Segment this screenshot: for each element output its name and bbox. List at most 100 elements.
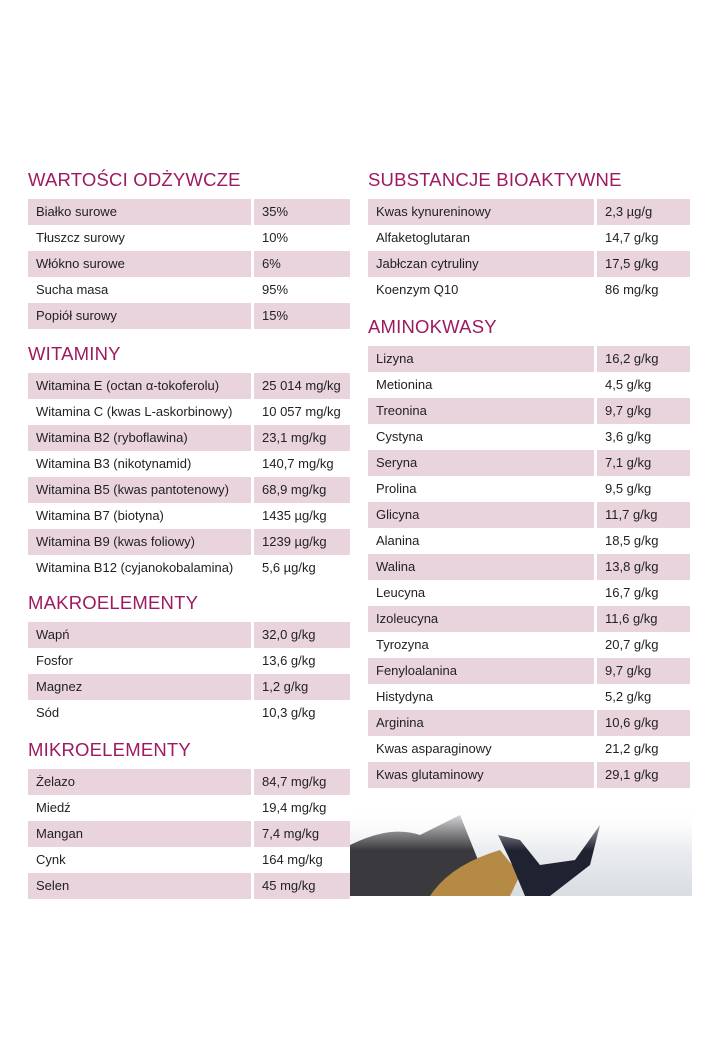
row-label: Histydyna	[376, 689, 434, 704]
section-witaminy: WITAMINY Witamina E (octan α-tokoferolu) 2…	[28, 342, 350, 581]
row-label: Fenyloalanina	[368, 658, 594, 684]
row-value: 35%	[254, 199, 350, 225]
row-value: 11,7 g/kg	[597, 502, 690, 528]
table-row: Witamina B7 (biotyna) 1435 µg/kg	[28, 503, 350, 529]
table-row: Witamina E (octan α-tokoferolu) 25 014 mg…	[28, 373, 350, 399]
row-label: Wapń	[28, 622, 251, 648]
row-value: 25 014 mg/kg	[254, 373, 350, 399]
row-value: 9,7 g/kg	[597, 398, 690, 424]
section-title: SUBSTANCJE BIOAKTYWNE	[368, 169, 622, 190]
table-row: Metionina 4,5 g/kg	[368, 372, 690, 398]
table-row: Włókno surowe 6%	[28, 251, 350, 277]
row-label: Selen	[28, 873, 251, 899]
table-row: Glicyna 11,7 g/kg	[368, 502, 690, 528]
row-value: 19,4 mg/kg	[262, 800, 327, 815]
table-row: Kwas kynureninowy 2,3 µg/g	[368, 199, 690, 225]
table-row: Kwas glutaminowy 29,1 g/kg	[368, 762, 690, 788]
row-label: Treonina	[368, 398, 594, 424]
section-substancje-bioaktywne: SUBSTANCJE BIOAKTYWNE Kwas kynureninowy 2,…	[368, 168, 690, 303]
row-value: 10%	[262, 230, 289, 245]
row-value: 1239 µg/kg	[254, 529, 350, 555]
horse-photo	[350, 805, 692, 896]
table-row: Magnez 1,2 g/kg	[28, 674, 350, 700]
row-label: Mangan	[28, 821, 251, 847]
table-row: Selen 45 mg/kg	[28, 873, 350, 899]
table-row: Cystyna 3,6 g/kg	[368, 424, 690, 450]
table-row: Witamina B5 (kwas pantotenowy) 68,9 mg/kg	[28, 477, 350, 503]
table-row: Kwas asparaginowy 21,2 g/kg	[368, 736, 690, 762]
row-label: Alfaketoglutaran	[376, 230, 470, 245]
row-label: Sucha masa	[36, 282, 109, 297]
row-value: 5,2 g/kg	[605, 689, 652, 704]
row-label: Cynk	[36, 852, 66, 867]
section-title: MIKROELEMENTY	[28, 739, 191, 760]
row-label: Sód	[36, 705, 60, 720]
table-row: Sucha masa 95%	[28, 277, 350, 303]
row-label: Witamina B3 (nikotynamid)	[36, 456, 192, 471]
row-value: 86 mg/kg	[605, 282, 659, 297]
row-label: Walina	[368, 554, 594, 580]
table-row: Cynk 164 mg/kg	[28, 847, 350, 873]
row-label: Witamina C (kwas L-askorbinowy)	[36, 404, 233, 419]
row-value: 84,7 mg/kg	[254, 769, 350, 795]
row-value: 9,7 g/kg	[597, 658, 690, 684]
table-row: Histydyna 5,2 g/kg	[368, 684, 690, 710]
table-row: Koenzym Q10 86 mg/kg	[368, 277, 690, 303]
section-makroelementy: MAKROELEMENTY Wapń 32,0 g/kg Fosfor 13,6 g/k…	[28, 591, 350, 726]
row-label: Witamina B12 (cyjanokobalamina)	[36, 560, 234, 575]
table-row: Miedź 19,4 mg/kg	[28, 795, 350, 821]
row-value: 7,1 g/kg	[597, 450, 690, 476]
table-row: Tłuszcz surowy 10%	[28, 225, 350, 251]
row-value: 3,6 g/kg	[605, 429, 652, 444]
row-value: 4,5 g/kg	[605, 377, 652, 392]
row-label: Prolina	[376, 481, 417, 496]
row-value: 29,1 g/kg	[597, 762, 690, 788]
row-label: Witamina B2 (ryboflawina)	[28, 425, 251, 451]
row-value: 14,7 g/kg	[605, 230, 659, 245]
row-value: 1435 µg/kg	[262, 508, 327, 523]
row-value: 16,7 g/kg	[605, 585, 659, 600]
row-value: 21,2 g/kg	[605, 741, 659, 756]
section-title: AMINOKWASY	[368, 316, 497, 337]
row-label: Arginina	[368, 710, 594, 736]
row-value: 2,3 µg/g	[597, 199, 690, 225]
table-row: Witamina B12 (cyjanokobalamina) 5,6 µg/kg	[28, 555, 350, 581]
table-row: Arginina 10,6 g/kg	[368, 710, 690, 736]
table-row: Fosfor 13,6 g/kg	[28, 648, 350, 674]
row-value: 140,7 mg/kg	[262, 456, 334, 471]
table-row: Wapń 32,0 g/kg	[28, 622, 350, 648]
row-value: 10,6 g/kg	[597, 710, 690, 736]
table-row: Walina 13,8 g/kg	[368, 554, 690, 580]
row-label: Witamina E (octan α-tokoferolu)	[28, 373, 251, 399]
row-label: Alanina	[376, 533, 420, 548]
row-value: 45 mg/kg	[254, 873, 350, 899]
row-label: Witamina B5 (kwas pantotenowy)	[28, 477, 251, 503]
row-label: Miedź	[36, 800, 71, 815]
row-label: Cystyna	[376, 429, 423, 444]
row-label: Seryna	[368, 450, 594, 476]
row-label: Koenzym Q10	[376, 282, 459, 297]
table-row: Alanina 18,5 g/kg	[368, 528, 690, 554]
table-row: Seryna 7,1 g/kg	[368, 450, 690, 476]
row-value: 68,9 mg/kg	[254, 477, 350, 503]
row-label: Jabłczan cytruliny	[368, 251, 594, 277]
row-label: Izoleucyna	[368, 606, 594, 632]
row-label: Popiół surowy	[28, 303, 251, 329]
row-value: 10 057 mg/kg	[262, 404, 341, 419]
table-row: Żelazo 84,7 mg/kg	[28, 769, 350, 795]
table-row: Witamina B9 (kwas foliowy) 1239 µg/kg	[28, 529, 350, 555]
row-label: Kwas glutaminowy	[368, 762, 594, 788]
row-label: Witamina B9 (kwas foliowy)	[28, 529, 251, 555]
table-row: Jabłczan cytruliny 17,5 g/kg	[368, 251, 690, 277]
table-row: Prolina 9,5 g/kg	[368, 476, 690, 502]
row-label: Glicyna	[368, 502, 594, 528]
table-row: Alfaketoglutaran 14,7 g/kg	[368, 225, 690, 251]
row-label: Kwas kynureninowy	[368, 199, 594, 225]
row-value: 7,4 mg/kg	[254, 821, 350, 847]
row-label: Żelazo	[28, 769, 251, 795]
row-value: 6%	[254, 251, 350, 277]
section-wartości-odżywcze: WARTOŚCI ODŻYWCZE Białko surowe 35% Tłuszcz…	[28, 168, 350, 329]
table-row: Białko surowe 35%	[28, 199, 350, 225]
row-label: Magnez	[28, 674, 251, 700]
row-value: 20,7 g/kg	[605, 637, 659, 652]
